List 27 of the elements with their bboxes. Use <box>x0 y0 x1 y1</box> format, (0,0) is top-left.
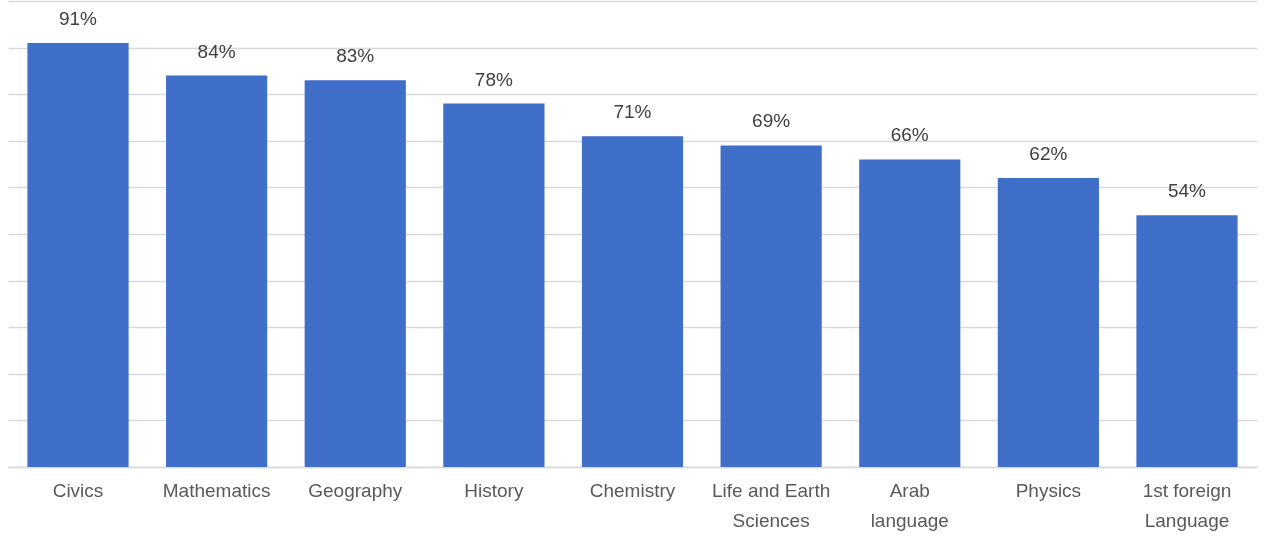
bar <box>166 75 268 467</box>
data-label: 78% <box>474 68 513 90</box>
data-label: 62% <box>1029 143 1068 165</box>
x-tick-label: Chemistry <box>589 479 676 501</box>
x-tick-label: Mathematics <box>162 479 271 501</box>
bar <box>27 42 129 467</box>
data-label: 69% <box>752 110 791 132</box>
bar <box>1136 215 1238 467</box>
x-tick-label: Physics <box>1015 479 1082 501</box>
x-tick-label: 1st foreign Language <box>1142 479 1232 531</box>
data-label: 83% <box>336 45 375 67</box>
data-label: 84% <box>197 40 236 62</box>
x-tick-label: Arab language <box>870 479 949 531</box>
data-label: 91% <box>58 7 98 29</box>
bar <box>859 159 961 467</box>
data-label: 71% <box>613 101 652 123</box>
bar <box>581 136 684 467</box>
data-label: 54% <box>1167 180 1207 202</box>
x-tick-label: Civics <box>52 479 104 501</box>
x-tick-label: Life and Earth Sciences <box>711 479 831 531</box>
bar <box>304 80 406 467</box>
bar <box>720 145 822 467</box>
bar <box>997 178 1099 467</box>
x-tick-label: Geography <box>308 479 403 501</box>
data-label: 66% <box>890 124 929 146</box>
bar <box>443 103 545 467</box>
x-tick-label: History <box>464 479 524 501</box>
